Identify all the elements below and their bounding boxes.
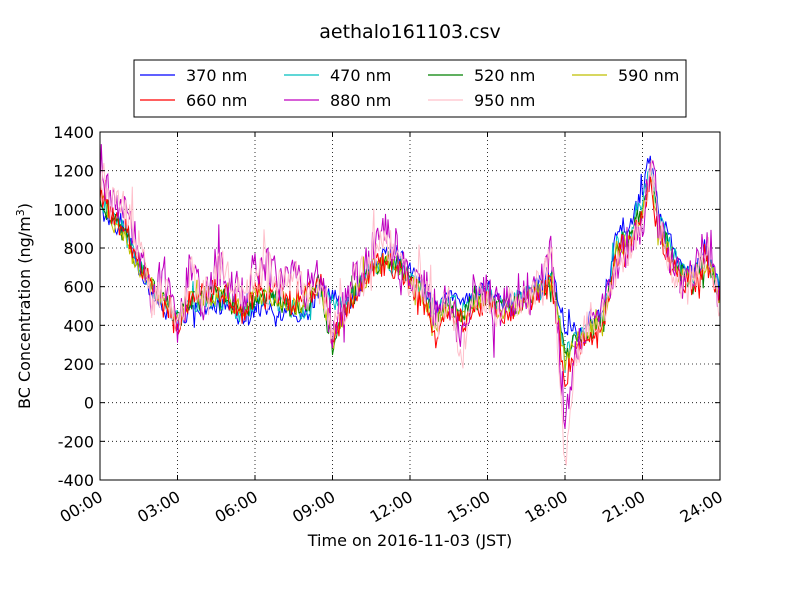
x-tick-label: 06:00 xyxy=(212,487,261,527)
axis-ticks xyxy=(99,131,721,481)
legend-label: 950 nm xyxy=(474,91,535,110)
y-tick-label: 800 xyxy=(63,239,94,258)
y-tick-label: -400 xyxy=(58,471,94,490)
series-line-950-nm xyxy=(100,159,720,466)
y-tick-label: 400 xyxy=(63,316,94,335)
x-tick-label: 15:00 xyxy=(444,487,493,527)
legend-label: 470 nm xyxy=(330,66,391,85)
legend-label: 590 nm xyxy=(618,66,679,85)
legend-label: 370 nm xyxy=(186,66,247,85)
y-tick-label: -200 xyxy=(58,432,94,451)
legend-label: 660 nm xyxy=(186,91,247,110)
y-axis-title: BC Concentration (ng/m3) xyxy=(14,203,34,409)
x-tick-label: 18:00 xyxy=(522,487,571,527)
legend-label: 520 nm xyxy=(474,66,535,85)
y-tick-label: 1000 xyxy=(53,200,94,219)
y-axis-title-end: ) xyxy=(15,203,34,209)
x-tick-label: 09:00 xyxy=(289,487,338,527)
y-tick-label: 1400 xyxy=(53,123,94,142)
x-tick-label: 24:00 xyxy=(677,487,726,527)
y-tick-label: 0 xyxy=(84,394,94,413)
grid xyxy=(100,132,720,480)
x-tick-label: 00:00 xyxy=(57,487,106,527)
x-tick-label: 03:00 xyxy=(134,487,183,527)
x-tick-labels: 00:00 03:00 06:00 09:00 12:00 15:00 18:00 21:00… xyxy=(57,487,726,527)
chart-title: aethalo161103.csv xyxy=(319,21,501,43)
y-tick-label: 600 xyxy=(63,278,94,297)
x-tick-label: 21:00 xyxy=(599,487,648,527)
x-tick-label: 12:00 xyxy=(367,487,416,527)
x-axis-title: Time on 2016-11-03 (JST) xyxy=(307,531,512,550)
y-axis-title-superscript: 3 xyxy=(14,209,27,216)
legend-box xyxy=(133,59,687,118)
legend-label: 880 nm xyxy=(330,91,391,110)
y-axis-title-main: BC Concentration (ng/m xyxy=(15,216,34,409)
y-tick-labels: -400 -200 0 200 400 600 800 1000 1200 1400 xyxy=(53,123,94,490)
plot-lines xyxy=(100,144,720,466)
legend: 370 nm 470 nm 520 nm 590 nm 660 nm 880 nm 950 … xyxy=(133,59,687,118)
y-tick-label: 200 xyxy=(63,355,94,374)
series-line-880-nm xyxy=(100,144,720,429)
y-tick-label: 1200 xyxy=(53,162,94,181)
series-line-660-nm xyxy=(100,174,720,388)
